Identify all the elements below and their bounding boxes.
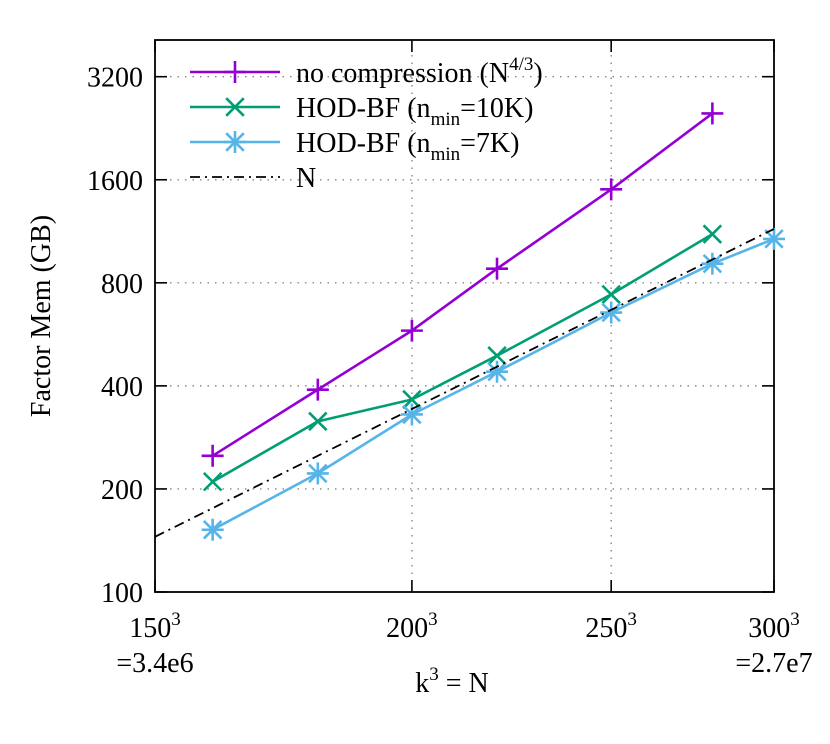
y-tick-label: 100 [101,578,143,609]
y-tick-label: 200 [101,475,143,506]
data-point-plus [224,61,246,83]
axis-labels: Factor Mem (GB) k3 = N [26,215,489,699]
series-2 [201,227,785,541]
data-point-cross [702,224,723,244]
series-1 [202,224,723,492]
data-point-star [600,301,623,324]
y-tick-label: 1600 [87,166,143,197]
y-tick-label: 400 [101,372,143,403]
data-point-star [201,518,224,541]
x-axis-label-exponent: 3 [429,664,439,685]
data-point-star [763,227,785,250]
legend-label: N [296,163,316,194]
series-line [154,228,775,538]
x-tick-label: 2503 [585,609,637,644]
legend-label: HOD-BF (nmin=10K) [296,93,533,130]
axis-ticks: 100 200 400 800 1600 3200 1503 =3.4e6 2003 2503 30… [87,40,813,679]
legend-entry: HOD-BF (nmin=7K) [190,128,519,165]
y-axis-label: Factor Mem (GB) [26,215,57,417]
legend-label: no compression (N4/3) [296,54,543,89]
legend-entry: no compression (N4/3) [190,54,543,89]
data-point-plus [486,257,509,280]
series-3 [154,228,775,538]
data-point-plus [600,178,623,201]
data-point-plus [201,444,224,467]
data-point-plus [306,378,329,401]
x-tick-label-equivalent: =2.7e7 [735,648,812,679]
data-point-cross [308,411,328,432]
data-point-star [400,403,423,426]
series-line [211,232,714,483]
y-tick-label: 3200 [87,63,143,94]
data-point-cross [202,471,223,492]
data-point-plus [701,102,724,125]
data-point-star [701,252,724,275]
series-line [211,112,714,457]
plot-frame [154,39,775,593]
x-tick-label-equivalent: =3.4e6 [116,648,193,679]
x-axis-label: k3 = N [415,664,489,699]
data-point-cross [487,345,507,366]
data-point-star [486,360,509,383]
x-axis-label-suffix: = N [439,668,489,699]
data-point-plus [400,319,423,342]
legend-entry: HOD-BF (nmin=10K) [190,93,533,130]
legend: no compression (N4/3) HOD-BF (nmin=10K)HO… [190,54,543,194]
data-point-cross [601,284,621,305]
x-tick-label: 2003 [386,609,438,644]
y-tick-label: 800 [101,269,143,300]
data-point-star [306,462,329,485]
data-point-star [224,131,246,153]
legend-entry: N [190,163,316,194]
x-tick-label: 3003 [748,609,800,644]
series-layer [154,102,785,541]
x-axis-label-base: k [415,668,429,699]
series-0 [201,102,724,467]
x-tick-label: 1503 [129,609,181,644]
legend-label: HOD-BF (nmin=7K) [296,128,519,165]
data-point-cross [225,97,245,117]
